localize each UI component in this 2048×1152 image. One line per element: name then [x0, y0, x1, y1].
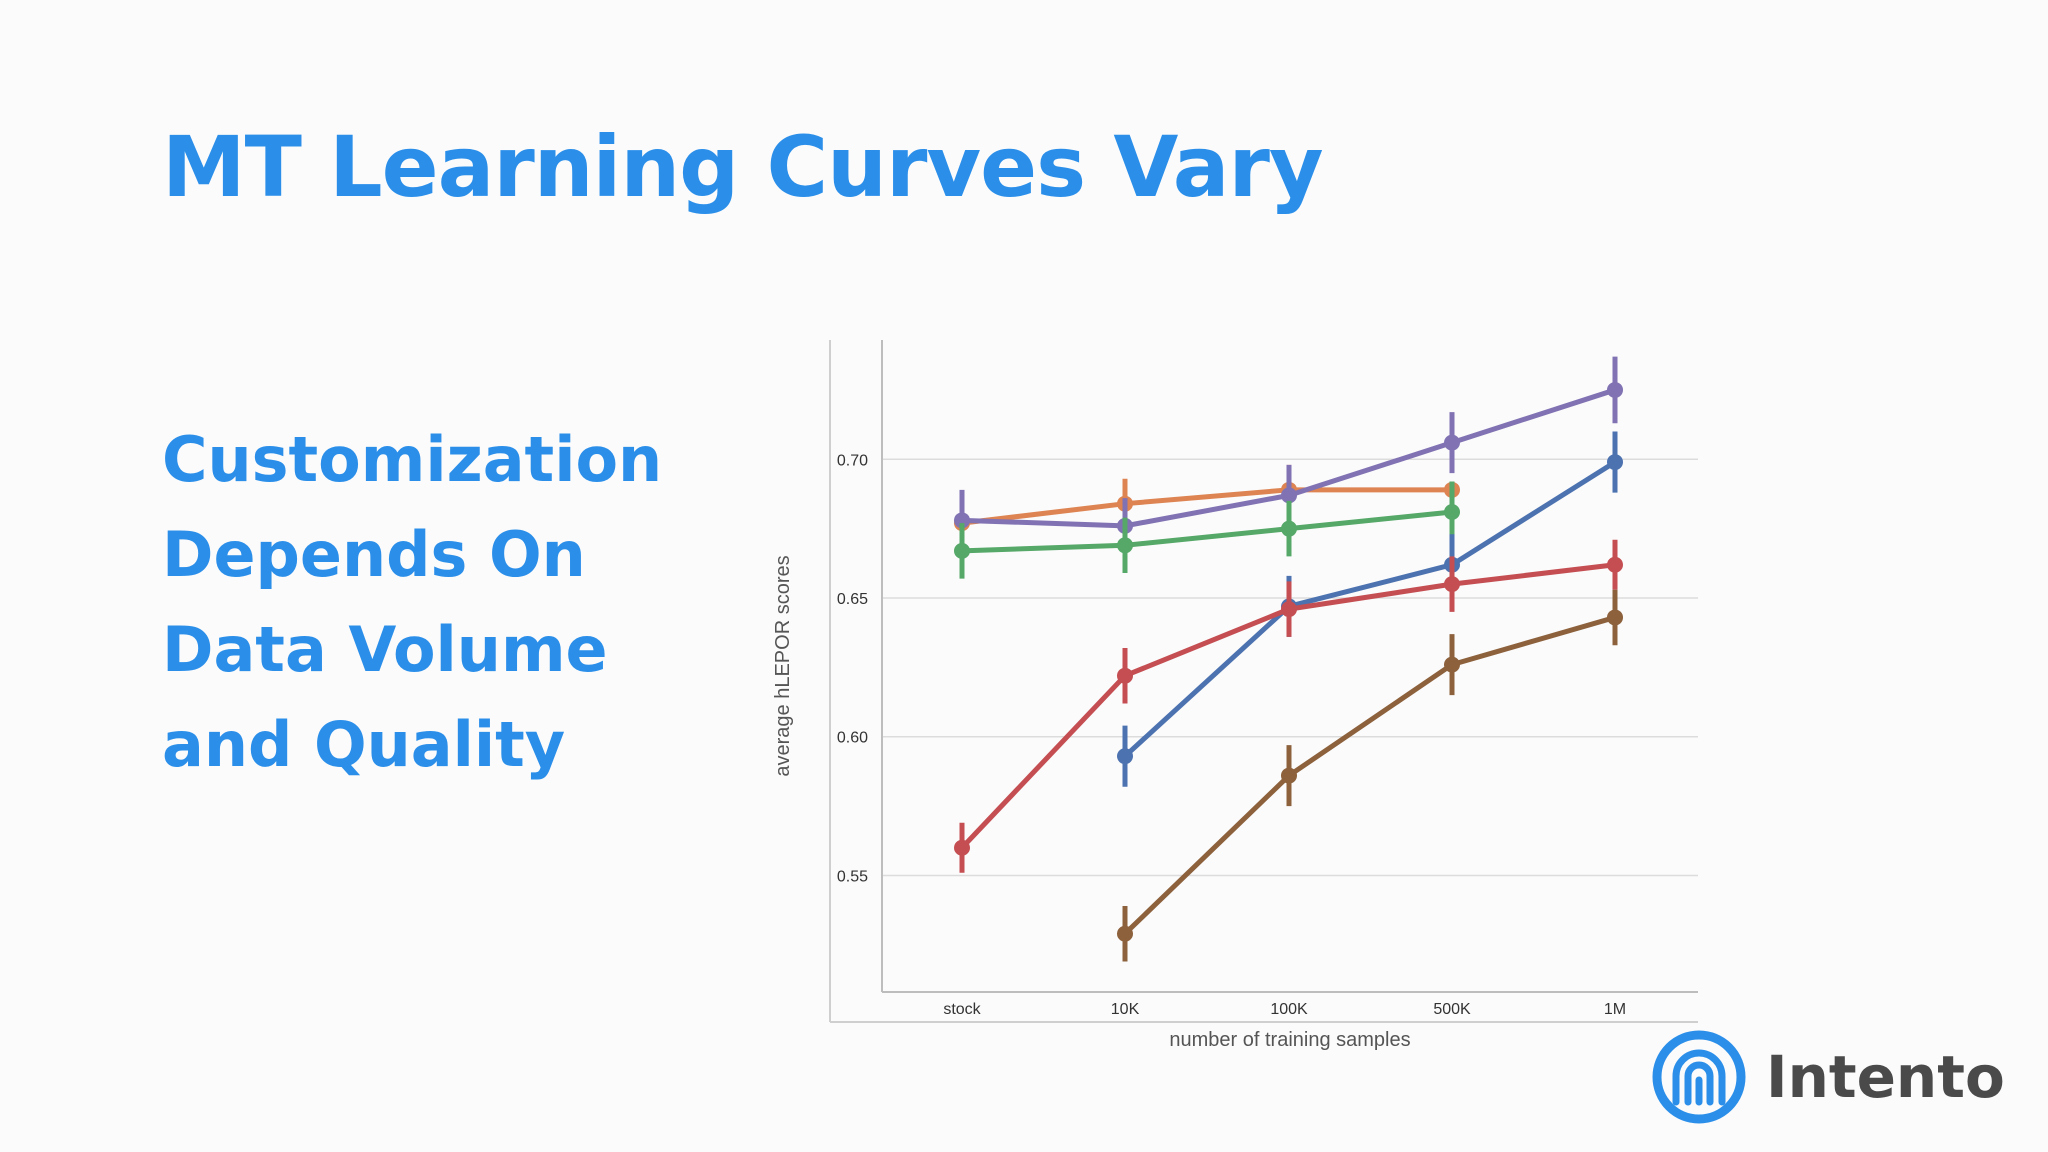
data-point — [1117, 667, 1133, 684]
x-tick-label: 500K — [1433, 1001, 1471, 1018]
data-point — [1444, 434, 1460, 451]
data-point — [1607, 381, 1623, 398]
bullet-line: Customization — [162, 423, 663, 496]
bullet-text: Customization Depends On Data Volume and… — [162, 412, 662, 792]
intento-logo: Intento — [1652, 1030, 2005, 1124]
y-axis-label: average hLEPOR scores — [772, 555, 794, 776]
bullet-line: Depends On — [162, 518, 586, 591]
y-tick-label: 0.65 — [837, 591, 868, 608]
x-tick-label: 10K — [1111, 1001, 1140, 1018]
bullet-line: Data Volume — [162, 613, 608, 686]
series-group — [954, 539, 1623, 873]
series-group — [954, 464, 1460, 546]
series-group — [1117, 431, 1623, 787]
series-line — [1122, 459, 1618, 759]
data-point — [1607, 609, 1623, 626]
data-point — [1281, 520, 1297, 537]
slide-title: MT Learning Curves Vary — [162, 118, 1324, 216]
data-point — [1281, 487, 1297, 504]
data-point — [1607, 556, 1623, 573]
series-line — [959, 509, 1455, 554]
logo-text: Intento — [1766, 1043, 2005, 1111]
data-point — [1444, 656, 1460, 673]
series-group — [1117, 589, 1623, 962]
data-point — [954, 542, 970, 559]
series-line — [1122, 614, 1618, 937]
data-point — [954, 512, 970, 529]
data-point — [954, 839, 970, 856]
intento-logo-icon — [1652, 1030, 1746, 1124]
series-line — [959, 487, 1455, 526]
x-axis-label: number of training samples — [1169, 1029, 1410, 1051]
data-point — [1117, 925, 1133, 942]
bullet-line: and Quality — [162, 708, 566, 781]
data-point — [1281, 767, 1297, 784]
series-group — [954, 481, 1460, 579]
y-tick-label: 0.55 — [837, 868, 868, 885]
data-point — [1444, 576, 1460, 593]
data-point — [1607, 454, 1623, 471]
data-point — [1281, 601, 1297, 618]
y-tick-label: 0.70 — [837, 452, 868, 469]
data-point — [1117, 537, 1133, 554]
y-tick-label: 0.60 — [837, 730, 868, 747]
x-tick-label: stock — [943, 1001, 981, 1018]
data-point — [1444, 504, 1460, 521]
data-point — [1117, 748, 1133, 765]
x-tick-label: 100K — [1270, 1001, 1308, 1018]
x-tick-label: 1M — [1604, 1001, 1626, 1018]
